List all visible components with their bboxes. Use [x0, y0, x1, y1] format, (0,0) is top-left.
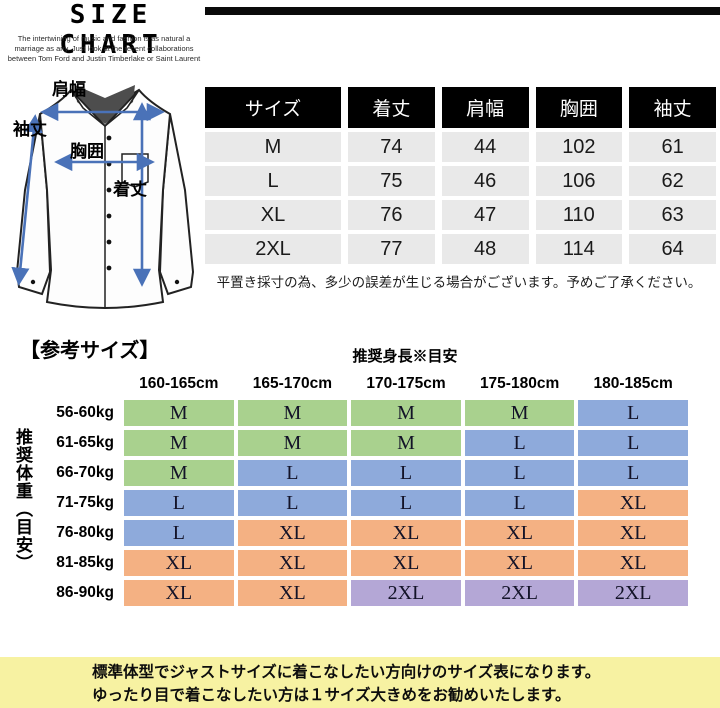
size-table-value: 47: [441, 200, 529, 230]
size-table-value: 64: [629, 234, 716, 264]
size-cell: L: [464, 460, 575, 486]
size-cell: XL: [464, 550, 575, 576]
size-table-value: 106: [535, 166, 623, 196]
size-cell: L: [464, 430, 575, 456]
size-table-value: 110: [535, 200, 623, 230]
body-length-label: 着丈: [113, 180, 147, 199]
size-cell: XL: [351, 520, 461, 546]
height-column-header: 160-165cm: [139, 374, 219, 392]
size-table-size: 2XL: [205, 234, 341, 264]
recommended-weight-label: 推奨体重（目安）: [13, 428, 32, 572]
page-title: SIZE CHART: [59, 0, 163, 60]
size-cell: M: [351, 430, 461, 456]
size-cell: 2XL: [464, 580, 575, 606]
size-table-value: 76: [348, 200, 435, 230]
ref-grid-corner-spacer: [38, 371, 120, 396]
footer-note-line1: 標準体型でジャストサイズに着こなしたい方向けのサイズ表になります。: [92, 664, 601, 681]
size-table-value: 44: [441, 132, 529, 162]
height-column-header: 165-170cm: [252, 374, 333, 392]
size-table-header: 肩幅: [441, 87, 529, 128]
size-table: サイズ 着丈 肩幅 胸囲 袖丈 M 74 44 102 61 L 75 46 1…: [205, 87, 716, 264]
size-cell: XL: [237, 580, 348, 606]
size-cell: L: [351, 460, 461, 486]
measurement-note: 平置き採寸の為、多少の誤差が生じる場合がございます。予めご了承ください。: [216, 275, 702, 290]
size-cell: 2XL: [578, 580, 688, 606]
size-cell: M: [124, 400, 234, 426]
header-rule: [205, 7, 720, 15]
size-cell: XL: [578, 490, 688, 516]
size-table-value: 77: [348, 234, 435, 264]
size-cell: L: [578, 400, 688, 426]
weight-row-label: 71-75kg: [56, 494, 114, 511]
size-table-value: 74: [348, 132, 435, 162]
size-cell: L: [124, 490, 234, 516]
size-cell: L: [578, 460, 688, 486]
size-cell: 2XL: [351, 580, 461, 606]
size-table-value: 114: [535, 234, 623, 264]
recommended-height-label: 推奨身長※目安: [352, 348, 458, 365]
size-cell: XL: [124, 550, 234, 576]
page-subtitle: The intertwining of music and fashion is…: [7, 34, 201, 64]
size-table-header: 胸囲: [535, 87, 623, 128]
size-cell: XL: [578, 520, 688, 546]
size-table-value: 75: [348, 166, 435, 196]
size-cell: L: [237, 460, 348, 486]
size-cell: L: [578, 430, 688, 456]
shirt-diagram: [11, 85, 195, 309]
size-cell: XL: [124, 580, 234, 606]
size-table-value: 61: [629, 132, 716, 162]
size-table-value: 63: [629, 200, 716, 230]
sleeve-length-arrow: [11, 114, 43, 286]
size-table-value: 62: [629, 166, 716, 196]
size-cell: XL: [237, 520, 348, 546]
size-cell: M: [351, 400, 461, 426]
footer-bar: 標準体型でジャストサイズに着こなしたい方向けのサイズ表になります。 ゆったり目で…: [0, 657, 720, 708]
size-cell: M: [237, 430, 348, 456]
weight-row-label: 86-90kg: [56, 584, 114, 601]
size-table-size: XL: [205, 200, 341, 230]
size-table-header: サイズ: [205, 87, 341, 128]
reference-size-grid: 160-165cm 165-170cm 170-175cm 175-180cm …: [38, 371, 688, 606]
height-column-header: 170-175cm: [366, 374, 446, 392]
weight-row-label: 81-85kg: [56, 554, 114, 571]
weight-row-label: 66-70kg: [56, 464, 114, 481]
reference-size-heading: 【参考サイズ】: [20, 340, 160, 362]
weight-row-label: 56-60kg: [56, 404, 114, 421]
size-cell: L: [351, 490, 461, 516]
height-column-header: 175-180cm: [479, 374, 560, 392]
chest-girth-label: 胸囲: [70, 142, 104, 161]
size-cell: XL: [464, 520, 575, 546]
size-cell: M: [237, 400, 348, 426]
sleeve-length-label: 袖丈: [13, 120, 47, 139]
size-cell: M: [124, 460, 234, 486]
size-cell: L: [464, 490, 575, 516]
shoulder-width-label: 肩幅: [52, 80, 86, 99]
size-table-size: L: [205, 166, 341, 196]
size-cell: L: [124, 520, 234, 546]
footer-note-line2: ゆったり目で着こなしたい方は１サイズ大きめをお勧めいたします。: [92, 687, 571, 704]
size-cell: M: [464, 400, 575, 426]
weight-row-label: 76-80kg: [56, 524, 114, 541]
size-table-value: 46: [441, 166, 529, 196]
size-cell: XL: [237, 550, 348, 576]
weight-row-label: 61-65kg: [56, 434, 114, 451]
size-table-value: 48: [441, 234, 529, 264]
size-table-header: 袖丈: [629, 87, 716, 128]
size-cell: XL: [578, 550, 688, 576]
size-table-size: M: [205, 132, 341, 162]
size-table-value: 102: [535, 132, 623, 162]
height-column-header: 180-185cm: [593, 374, 673, 392]
size-cell: L: [237, 490, 348, 516]
size-cell: M: [124, 430, 234, 456]
size-table-header: 着丈: [348, 87, 435, 128]
size-cell: XL: [351, 550, 461, 576]
